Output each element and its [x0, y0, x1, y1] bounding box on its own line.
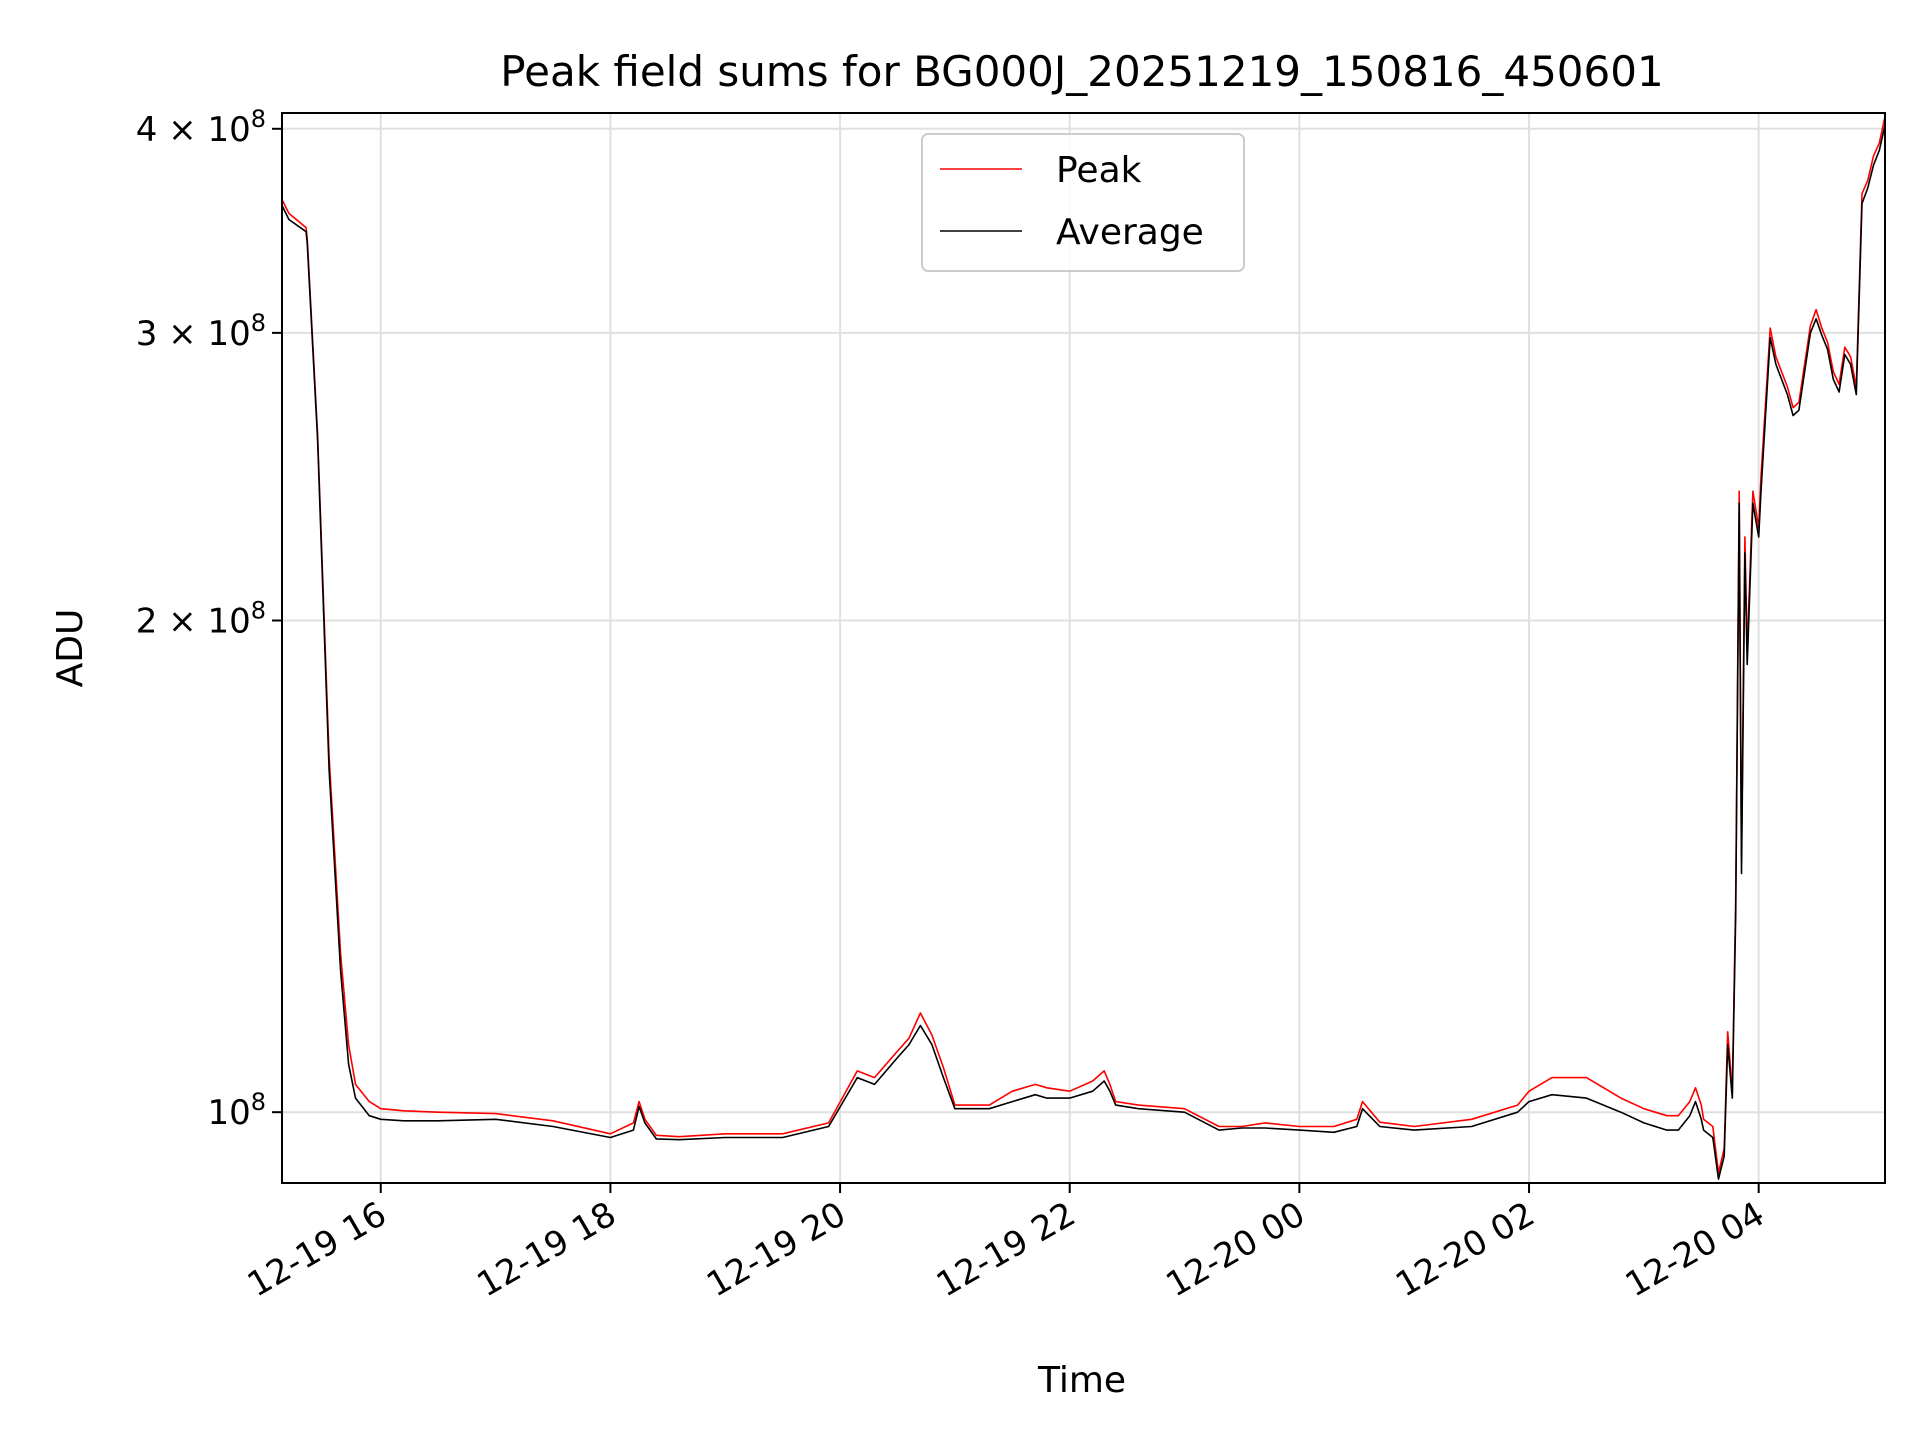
- series-line-average: [281, 125, 1886, 1180]
- legend-label-average: Average: [1056, 212, 1204, 253]
- chart-title: Peak field sums for BG000J_20251219_1508…: [500, 47, 1663, 96]
- series-line-peak: [281, 116, 1886, 1174]
- grid-lines: [282, 113, 1885, 1183]
- y-axis-label: ADU: [50, 609, 91, 688]
- legend: Peak Average: [921, 133, 1245, 272]
- series-lines: [281, 116, 1886, 1180]
- y-tick-label: 2 × 108: [136, 596, 266, 641]
- legend-label-peak: Peak: [1056, 150, 1142, 191]
- x-axis-label: Time: [1037, 1360, 1126, 1401]
- y-tick-label: 3 × 108: [136, 309, 266, 354]
- plot-frame: [281, 112, 1886, 1184]
- y-tick-label: 4 × 108: [136, 105, 266, 150]
